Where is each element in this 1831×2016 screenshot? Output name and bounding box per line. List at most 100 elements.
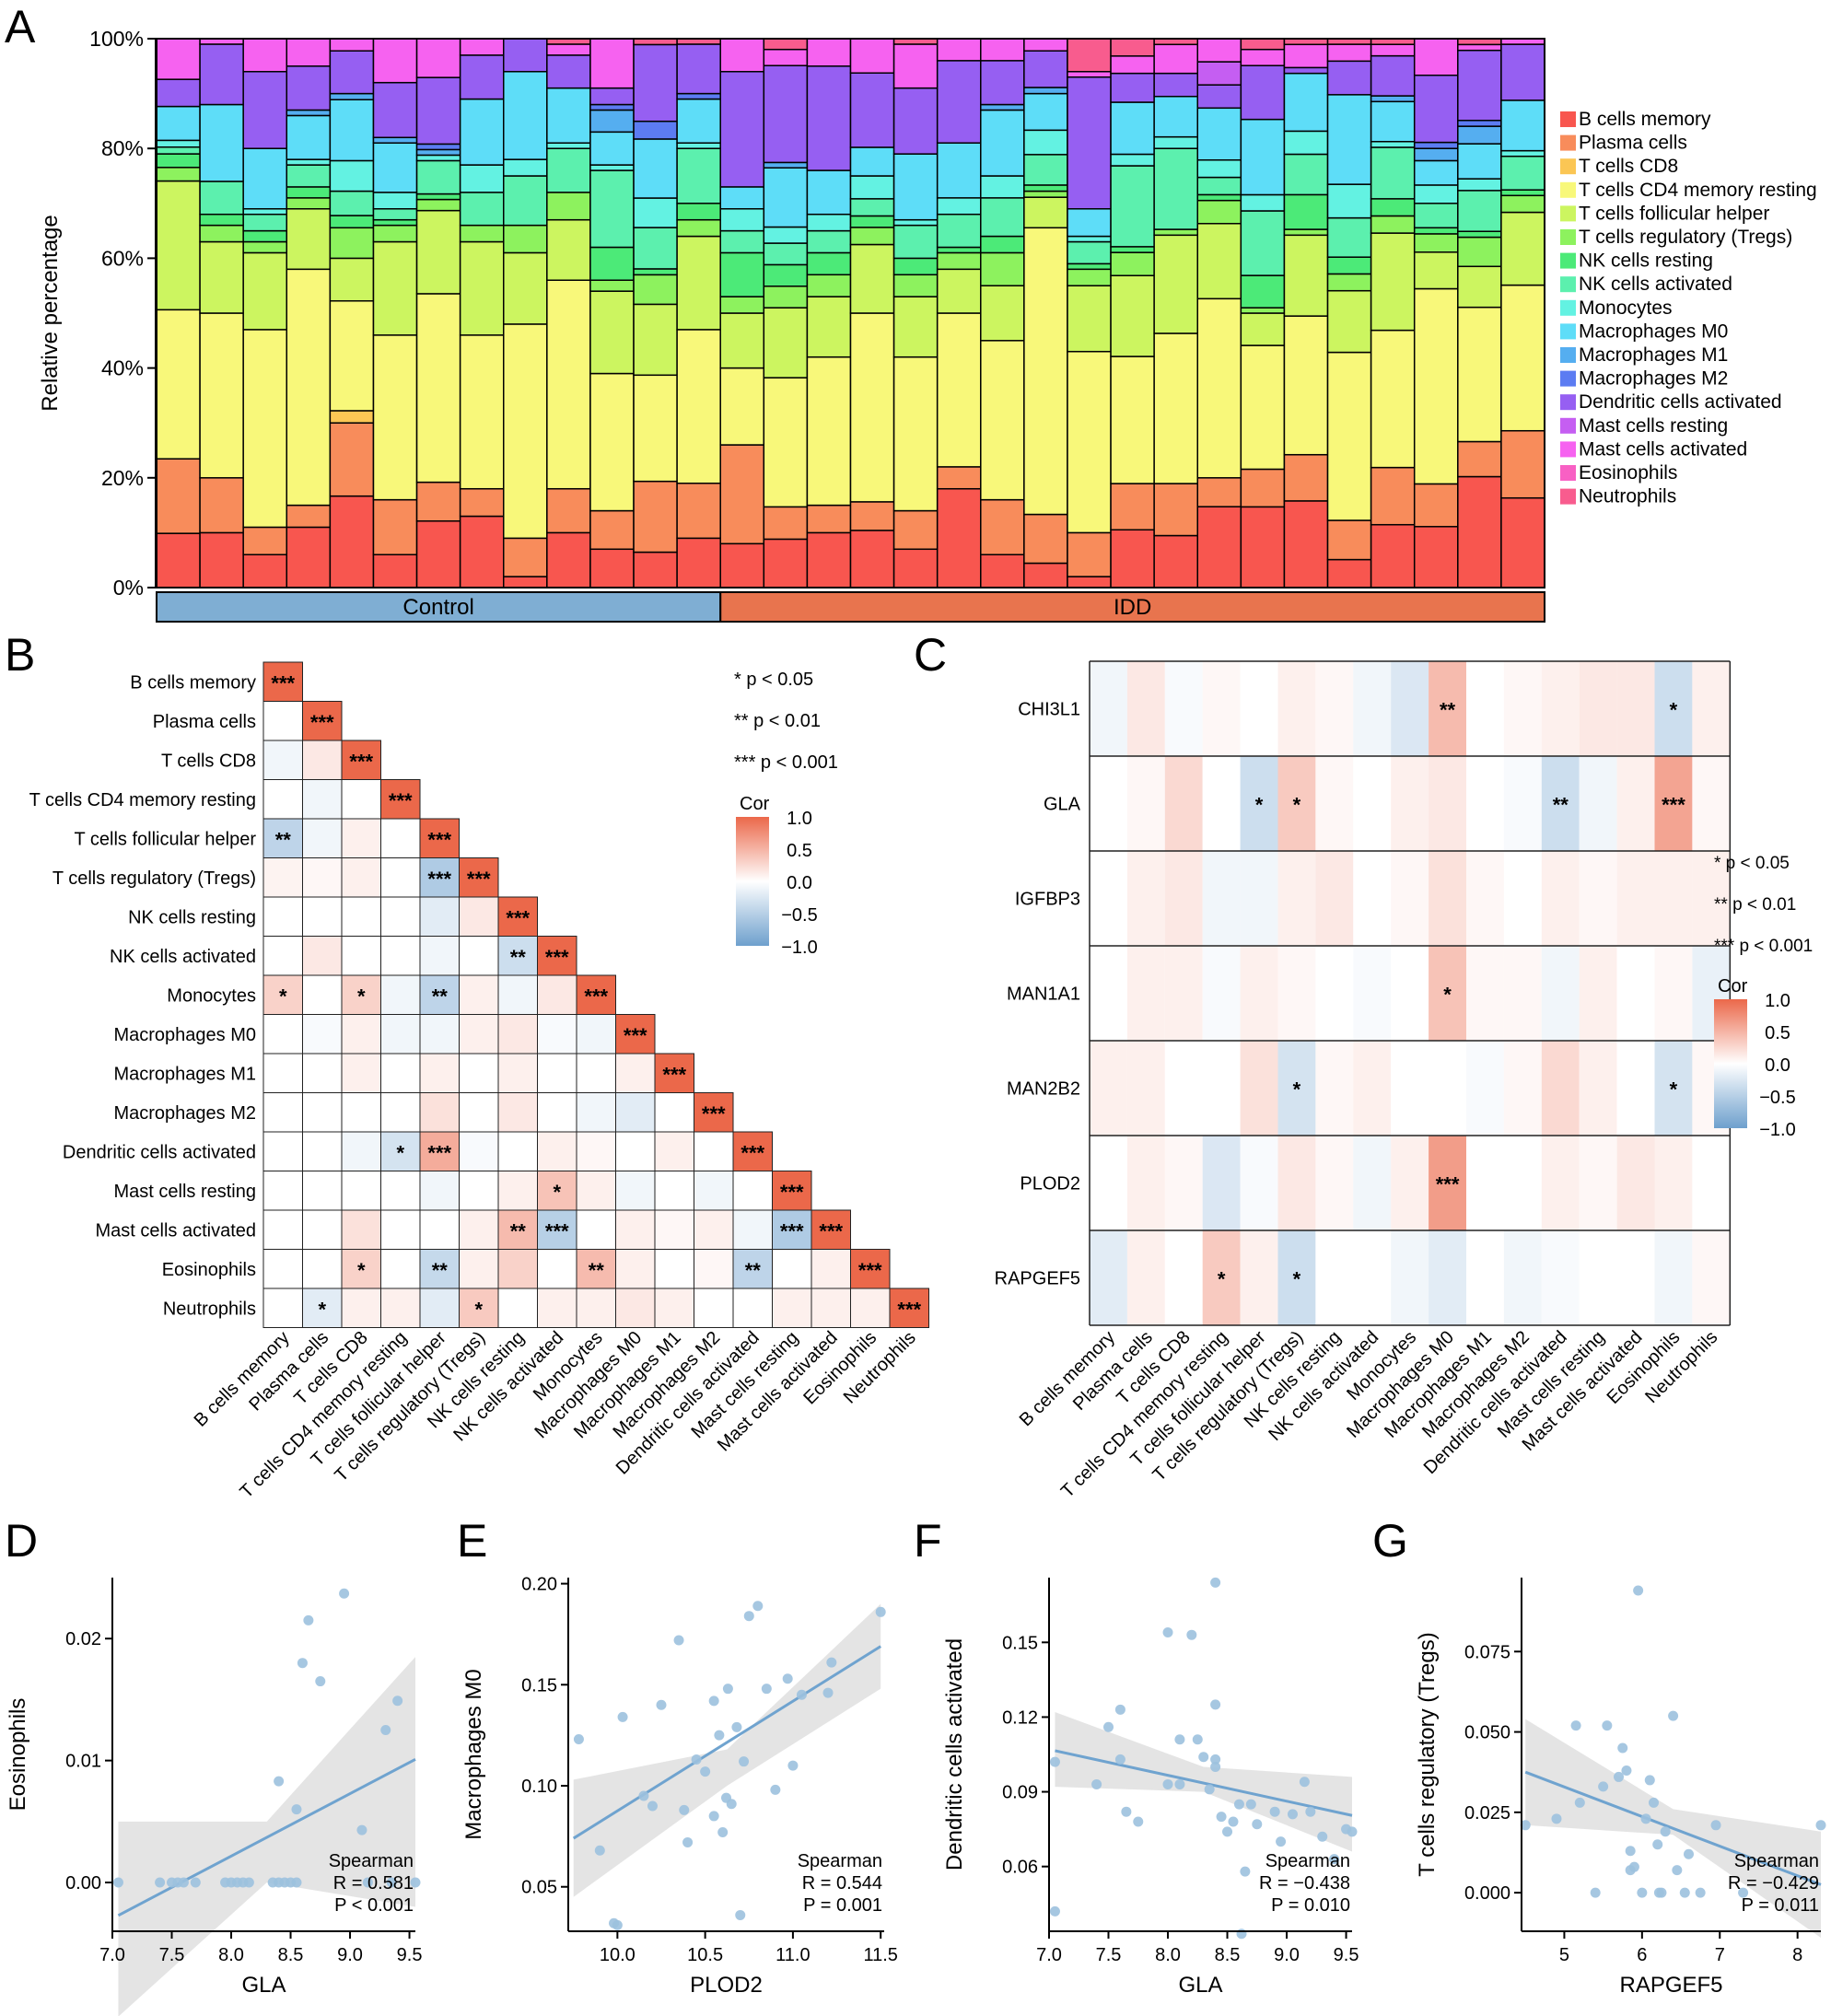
significance-mark: *** xyxy=(897,1298,921,1321)
x-tick-label: 9.5 xyxy=(397,1945,423,1965)
data-point xyxy=(1628,1861,1639,1872)
bar-segment xyxy=(1283,315,1329,456)
bar-segment xyxy=(459,54,505,100)
significance-mark: *** xyxy=(427,868,451,891)
bar-segment xyxy=(1370,43,1416,57)
heatmap-cell xyxy=(1353,661,1392,756)
significance-mark: ** xyxy=(745,1259,762,1282)
bar-segment xyxy=(1067,531,1112,577)
data-point xyxy=(679,1804,690,1815)
y-tick-label: 0.15 xyxy=(1002,1633,1038,1653)
significance-mark: *** xyxy=(545,1219,569,1242)
bar-segment xyxy=(1283,153,1329,196)
heatmap-cell xyxy=(537,1092,577,1133)
heatmap-cell xyxy=(850,1288,891,1328)
significance-mark: *** xyxy=(545,946,569,969)
data-point xyxy=(826,1657,837,1668)
legend-entry: Eosinophils xyxy=(1579,462,1677,484)
bar-segment xyxy=(676,537,721,588)
y-tick-label: 80% xyxy=(101,136,144,160)
heatmap-cell xyxy=(615,1131,656,1171)
heatmap-cell xyxy=(1126,1230,1165,1325)
x-axis-title: PLOD2 xyxy=(690,1973,763,1998)
data-point xyxy=(297,1658,308,1669)
bar-segment xyxy=(1413,233,1459,253)
p-value-note: * p < 0.05 xyxy=(734,670,813,690)
data-point xyxy=(356,1824,367,1835)
colorbar-tick: 0.0 xyxy=(1765,1055,1790,1076)
bar-segment xyxy=(242,526,288,555)
bar-segment xyxy=(1023,196,1068,229)
heatmap-cell xyxy=(772,1249,812,1289)
bar-segment xyxy=(286,526,332,588)
bar-segment xyxy=(459,487,505,518)
bar-segment xyxy=(1500,496,1545,588)
data-point xyxy=(362,1877,373,1888)
heatmap-cell xyxy=(341,936,381,976)
bar-segment xyxy=(1500,43,1545,101)
data-point xyxy=(1738,1887,1749,1898)
heatmap-cell xyxy=(380,1209,421,1250)
colorbar-title: Cor xyxy=(1718,976,1748,996)
heatmap-cell xyxy=(262,1053,303,1093)
bar-segment xyxy=(242,71,288,149)
bar-segment xyxy=(1240,38,1286,51)
row-label: Plasma cells xyxy=(153,712,256,732)
bar-segment xyxy=(546,279,591,490)
heatmap-cell xyxy=(1240,661,1278,756)
bar-segment xyxy=(503,224,548,254)
data-point xyxy=(761,1684,772,1695)
x-tick-label: 5 xyxy=(1559,1945,1569,1965)
bar-segment xyxy=(1500,194,1545,214)
significance-mark: * xyxy=(357,1259,366,1282)
heatmap-cell xyxy=(615,1171,656,1211)
bar-segment xyxy=(1153,534,1198,588)
scatter-eosinophils-gla: 7.0 7.5 8.0 8.5 9.0 9.5 0.00 0.01 0.02 GLA Eosinop… xyxy=(6,1578,422,2016)
y-tick-label: 0.000 xyxy=(1464,1883,1510,1904)
significance-mark: * xyxy=(318,1298,326,1321)
colorbar xyxy=(736,817,769,946)
stat-r: R = −0.438 xyxy=(1259,1873,1350,1894)
bar-segment xyxy=(1413,203,1459,229)
heatmap-cell xyxy=(1090,756,1127,851)
legend-swatch xyxy=(1560,417,1576,434)
heatmap-cell xyxy=(615,1014,656,1055)
significance-mark: *** xyxy=(858,1259,882,1282)
legend-entry: T cells CD8 xyxy=(1579,156,1678,177)
bar-segment xyxy=(156,180,201,311)
y-tick-label: 20% xyxy=(101,466,144,490)
data-point xyxy=(1236,1929,1247,1940)
regression-line xyxy=(117,1757,416,1917)
heatmap-cell xyxy=(419,1053,460,1093)
heatmap-cell xyxy=(694,1092,734,1133)
legend-swatch xyxy=(1560,181,1576,198)
bar-segment xyxy=(415,209,461,295)
bar-segment xyxy=(589,509,635,551)
x-tick-label: 10.5 xyxy=(687,1945,723,1965)
data-point xyxy=(1162,1778,1173,1789)
heatmap-cell xyxy=(1466,1230,1504,1325)
heatmap-cell xyxy=(459,1131,499,1171)
bar-segment xyxy=(936,466,982,490)
row-label: T cells regulatory (Tregs) xyxy=(52,868,256,889)
bar-segment xyxy=(242,240,288,254)
heatmap-cell xyxy=(341,1053,381,1093)
bar-segment xyxy=(633,197,678,228)
bar-segment xyxy=(503,175,548,227)
heatmap-cell xyxy=(654,1092,694,1133)
significance-mark: *** xyxy=(780,1219,804,1242)
bar-segment xyxy=(415,143,461,151)
bar-segment xyxy=(719,367,765,446)
legend-swatch xyxy=(1560,347,1576,363)
bar-segment xyxy=(1413,147,1459,162)
bar-segment xyxy=(892,296,939,358)
x-tick-label: 8.0 xyxy=(218,1945,244,1965)
data-point xyxy=(1625,1846,1636,1857)
bar-segment xyxy=(546,147,591,193)
heatmap-cell xyxy=(1277,851,1316,946)
bar-segment xyxy=(892,257,939,276)
bar-segment xyxy=(242,251,288,331)
heatmap-cell xyxy=(459,1249,499,1289)
heatmap-cell xyxy=(302,1171,343,1211)
